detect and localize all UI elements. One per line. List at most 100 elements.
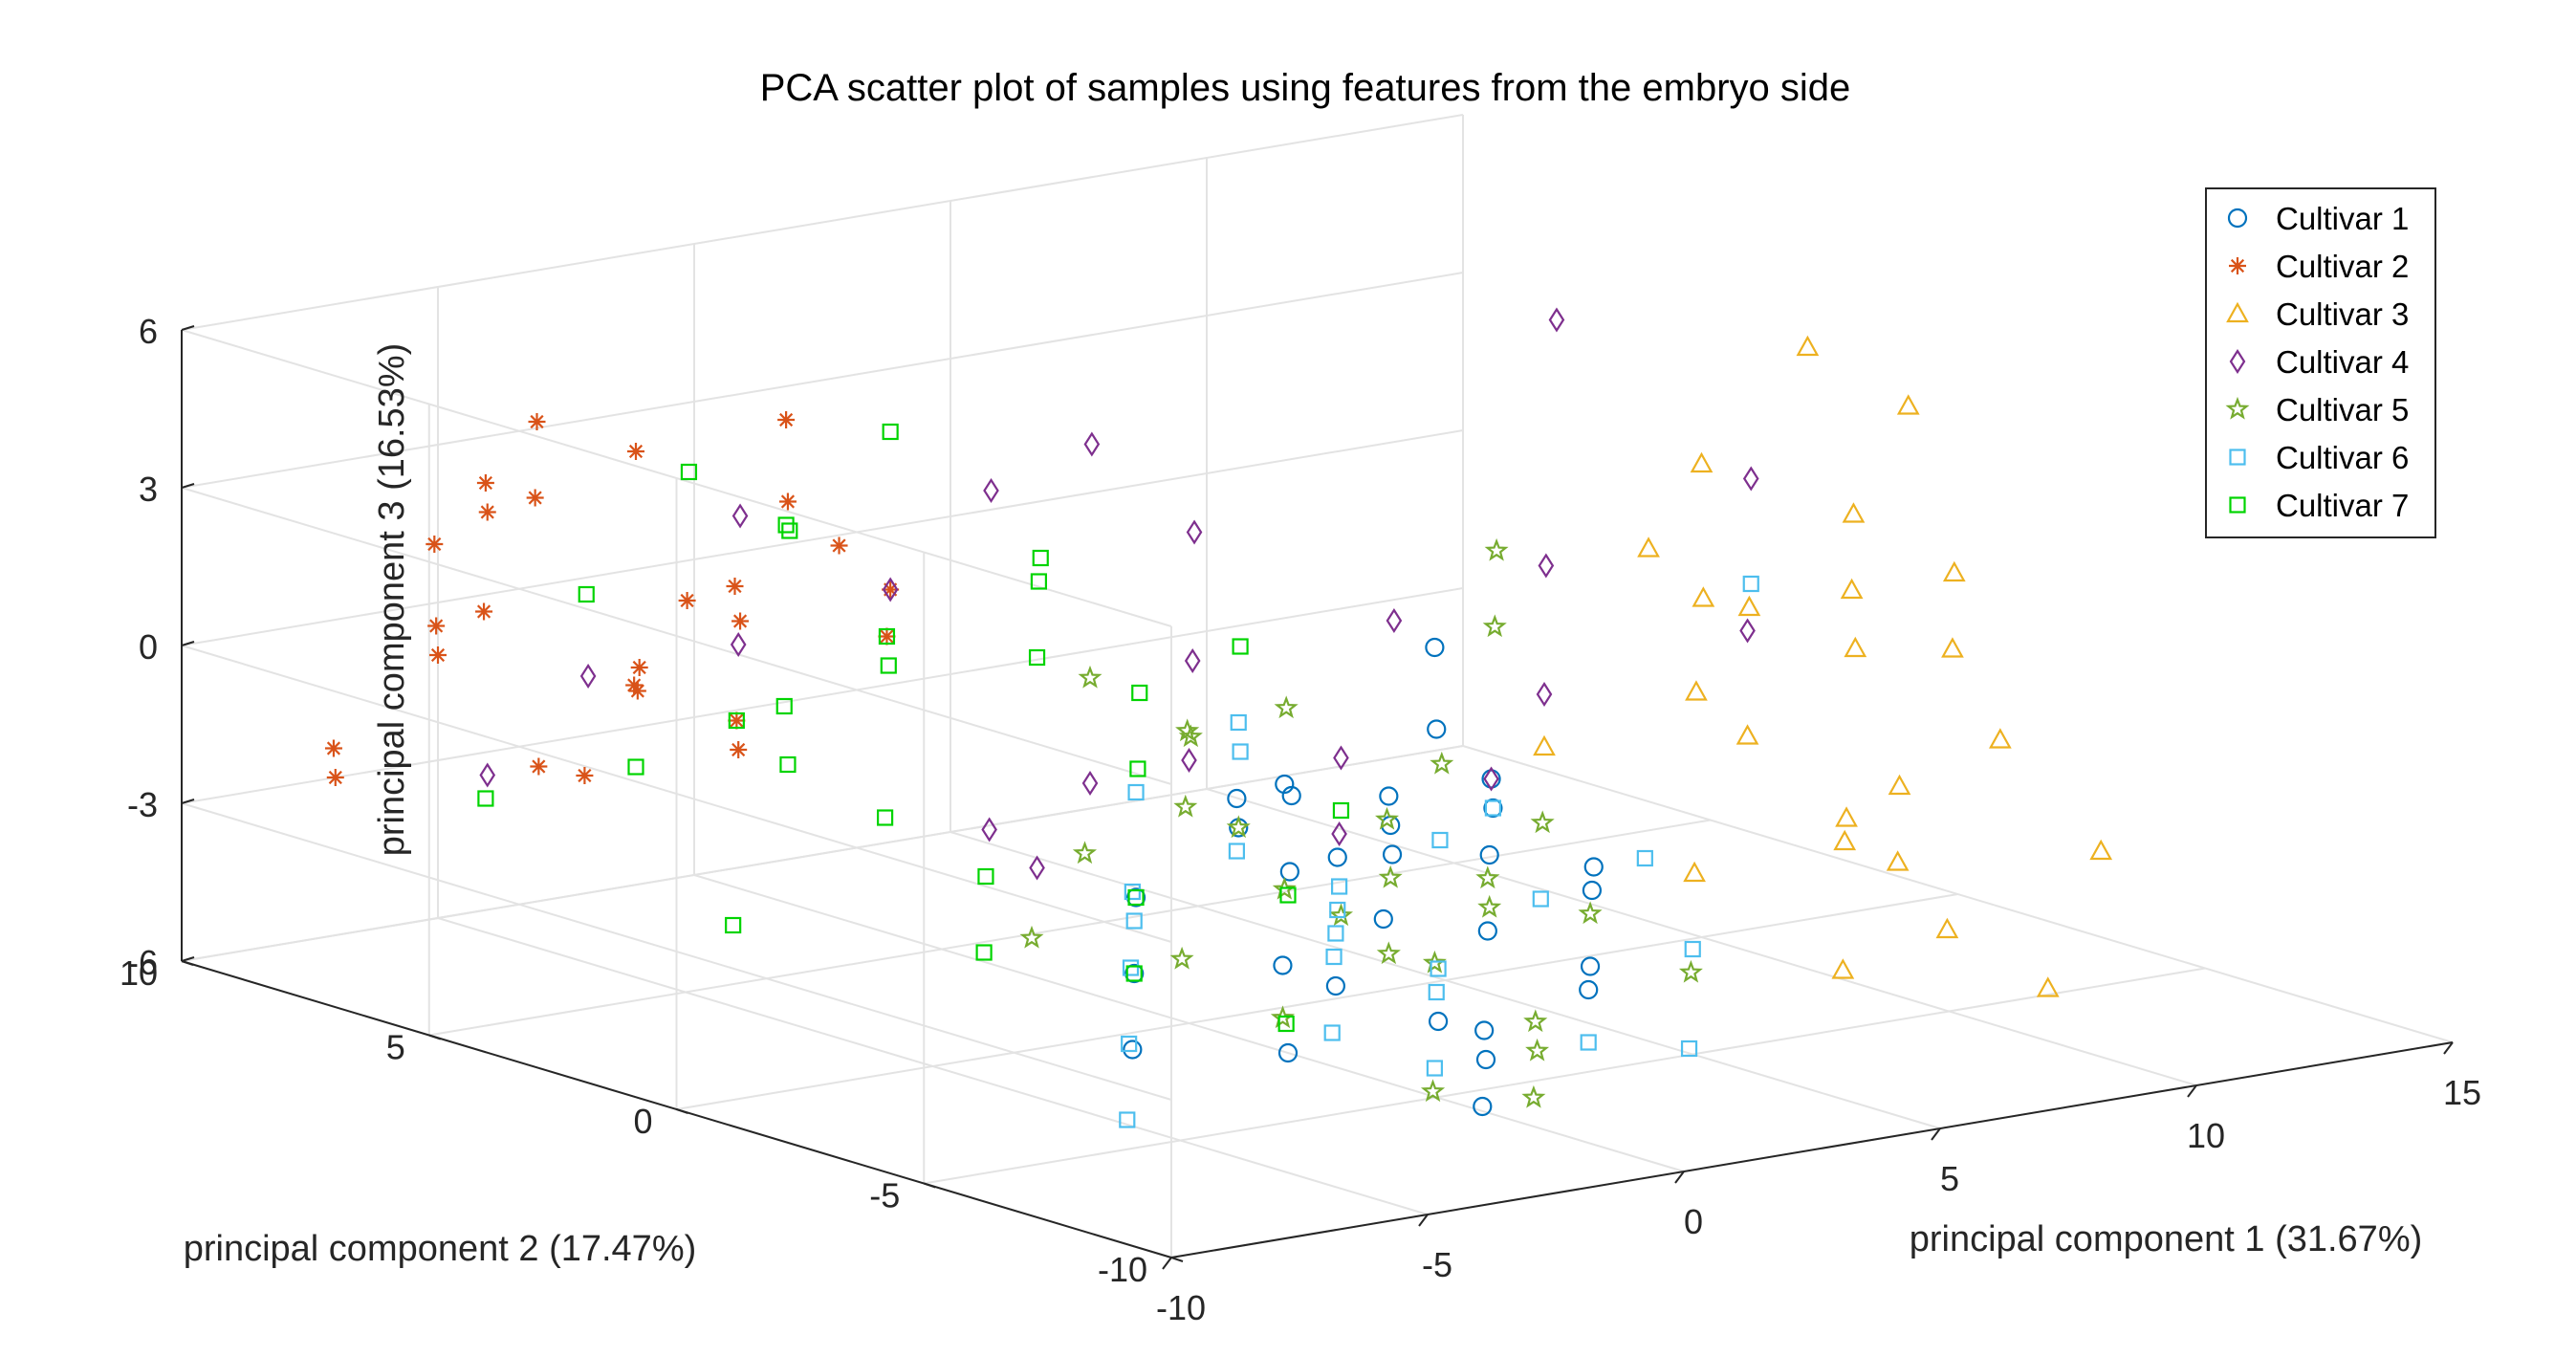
data-point	[1484, 537, 1509, 561]
data-point	[777, 411, 796, 428]
data-point	[627, 443, 644, 460]
series-3	[1533, 335, 2113, 997]
y-tick-label: -10	[1098, 1250, 1147, 1289]
z-tick-label: 0	[139, 627, 158, 667]
data-point	[1032, 549, 1049, 567]
series-4	[479, 307, 1759, 881]
data-point	[1840, 578, 1864, 600]
data-point	[1538, 553, 1555, 579]
data-point	[1078, 665, 1102, 689]
data-point	[1169, 946, 1194, 970]
x-tick-label: 15	[2443, 1073, 2481, 1112]
data-point	[1521, 1084, 1546, 1108]
legend-label: Cultivar 1	[2276, 201, 2409, 236]
data-point	[528, 413, 546, 430]
data-point	[1428, 983, 1445, 1001]
data-point	[983, 477, 999, 504]
data-point	[1475, 865, 1500, 889]
data-point	[1578, 901, 1603, 925]
data-point	[1536, 681, 1553, 708]
data-point	[427, 617, 446, 635]
data-point	[1888, 774, 1911, 796]
data-point	[1692, 586, 1715, 607]
data-point	[1430, 960, 1447, 977]
data-point	[2089, 839, 2113, 861]
grid-line	[181, 272, 1464, 489]
data-point	[1124, 963, 1145, 984]
data-point	[478, 503, 496, 521]
x-tick-mark	[2187, 1084, 2197, 1098]
x-tick-label: -10	[1156, 1288, 1206, 1327]
data-point	[781, 522, 798, 539]
data-point	[1835, 806, 1858, 827]
legend-label: Cultivar 4	[2276, 344, 2409, 380]
series-7	[477, 423, 1350, 1033]
grid-line	[181, 487, 1172, 785]
legend-marker	[2227, 208, 2248, 229]
data-point	[1379, 786, 1399, 806]
data-point	[1125, 965, 1143, 982]
y-tick-label: 10	[120, 953, 158, 993]
y-tick-mark	[428, 1034, 442, 1040]
data-point	[1422, 950, 1447, 974]
data-point	[1580, 1034, 1597, 1051]
data-point	[1479, 844, 1499, 865]
x-tick-mark	[1418, 1214, 1429, 1227]
data-point	[1325, 948, 1343, 966]
data-point	[1737, 595, 1761, 617]
legend-marker	[2229, 257, 2246, 274]
data-point	[1420, 1079, 1446, 1103]
data-point	[1375, 806, 1399, 830]
data-point	[1482, 614, 1507, 638]
data-point	[1330, 878, 1348, 895]
data-point	[1175, 718, 1200, 742]
legend-marker	[2225, 396, 2250, 420]
data-point	[1532, 890, 1549, 908]
data-point	[1232, 743, 1249, 760]
data-point	[730, 741, 748, 758]
data-point	[426, 536, 444, 553]
data-point	[1430, 751, 1454, 775]
data-point	[1272, 876, 1297, 900]
data-point	[628, 682, 646, 700]
z-tick-label: -6	[127, 943, 158, 982]
z-tick-mark	[181, 483, 195, 489]
y-tick-mark	[676, 1108, 688, 1114]
data-point	[1474, 1020, 1495, 1040]
data-point	[1483, 766, 1499, 792]
data-point	[1328, 903, 1354, 927]
data-point	[1173, 794, 1198, 818]
data-point	[630, 659, 648, 676]
data-point	[878, 627, 896, 646]
data-point	[731, 612, 750, 630]
y-tick-label: 5	[386, 1028, 405, 1067]
data-point	[526, 489, 544, 507]
data-point	[1028, 648, 1046, 667]
data-point	[1123, 1040, 1143, 1060]
data-point	[579, 663, 597, 689]
data-point	[1127, 783, 1145, 801]
y-tick-mark	[181, 960, 194, 966]
data-point	[324, 739, 342, 757]
data-point	[1637, 536, 1660, 558]
data-point	[778, 492, 797, 511]
y-tick-label: -5	[869, 1176, 900, 1215]
series-1	[1123, 637, 1604, 1117]
data-point	[1473, 1096, 1493, 1117]
data-point	[1127, 888, 1145, 907]
data-point	[680, 463, 698, 481]
grid-line	[428, 819, 1711, 1037]
data-point	[1378, 865, 1403, 888]
x-tick-label: -5	[1422, 1245, 1452, 1284]
data-point	[880, 657, 897, 674]
data-point	[1226, 815, 1251, 839]
axes	[181, 330, 2454, 1259]
x-axis-label: principal component 1 (31.67%)	[1910, 1219, 2423, 1259]
data-point	[1083, 431, 1101, 457]
data-point	[1579, 979, 1599, 1000]
data-point	[1277, 1015, 1295, 1033]
data-point	[1690, 451, 1714, 473]
data-point	[1124, 883, 1141, 901]
data-point	[530, 757, 548, 776]
